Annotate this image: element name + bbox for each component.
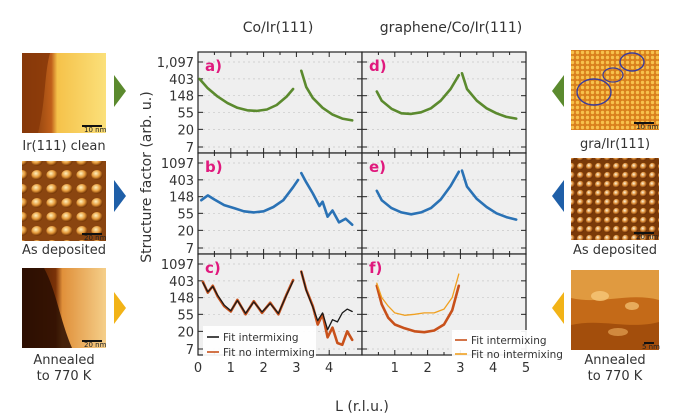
panel-label-f: f) (369, 259, 382, 277)
arrow-right-3 (552, 292, 564, 324)
arrow-left-2 (114, 180, 126, 212)
legend-c: Fit intermixing Fit no intermixing (203, 326, 316, 360)
panel-c-series-1 (202, 280, 294, 315)
panel-f-series-0 (375, 284, 461, 334)
arrow-right-2 (552, 180, 564, 212)
ytick-label-row2-1: 403 (169, 275, 194, 290)
xtick-label-right-4: 5 (522, 361, 530, 376)
ytick-label-row0-2: 148 (169, 90, 194, 105)
panel-label-d: d) (369, 57, 387, 75)
legend-f-fit-intermixing: Fit intermixing (471, 335, 547, 347)
arrow-right-1 (552, 75, 564, 107)
legend-f: Fit intermixing Fit no intermixing (452, 330, 565, 362)
ytick-label-row2-5: 7 (186, 343, 194, 358)
panel-e-series-1 (460, 169, 518, 221)
thumb-right-3-caption-line2: to 770 K (588, 369, 643, 384)
thumb-left-as-deposited: 20 nm (22, 161, 107, 242)
panel-label-b: b) (205, 158, 223, 176)
thumb-left-2-scale: 20 nm (84, 234, 107, 242)
thumb-right-2-caption: As deposited (573, 243, 657, 258)
xtick-label-left-1: 1 (227, 361, 235, 376)
ytick-label-row1-3: 55 (177, 207, 194, 222)
panels (197, 51, 527, 356)
thumb-left-3-scale: 20 nm (84, 341, 107, 349)
thumb-left-ir-clean: 10 nm (22, 53, 107, 134)
thumb-right-gra-ir: 10 nm (571, 50, 659, 131)
ytick-label-row0-4: 20 (177, 123, 194, 138)
xtick-label-left-0: 0 (194, 361, 202, 376)
thumb-right-2-scale: 20 nm (636, 233, 659, 241)
column-title-left: Co/Ir(111) (243, 20, 314, 36)
xtick-label-left-4: 4 (325, 361, 333, 376)
panel-f-series-1 (376, 273, 460, 316)
legend-c-fit-intermixing: Fit intermixing (223, 332, 299, 344)
ytick-label-row2-0: 1097 (161, 258, 194, 273)
ytick-label-row1-4: 20 (177, 224, 194, 239)
panel-d-series-0 (375, 73, 461, 116)
ytick-label-row2-4: 20 (177, 325, 194, 340)
panel-label-e: e) (369, 158, 386, 176)
ytick-label-row1-0: 1097 (161, 157, 194, 172)
ytick-label-row0-0: 1,097 (157, 56, 194, 71)
panel-b-series-1 (299, 171, 354, 226)
thumb-left-annealed: 20 nm (22, 268, 107, 349)
ytick-label-row1-5: 7 (186, 242, 194, 257)
ytick-label-row0-5: 7 (186, 141, 194, 156)
panel-a-series-0 (198, 77, 295, 113)
panel-d-series-1 (460, 72, 518, 120)
panel-e-series-0 (375, 170, 461, 216)
thumb-left-1-caption: Ir(111) clean (22, 139, 105, 154)
thumb-left-2-caption: As deposited (22, 243, 106, 258)
xtick-label-right-1: 2 (423, 361, 431, 376)
xtick-label-left-2: 2 (259, 361, 267, 376)
thumb-left-3-caption-line2: to 770 K (37, 369, 92, 384)
x-ticks: 0 1 2 3 4 1 2 3 4 5 (194, 361, 530, 376)
legend-c-fit-no-intermixing: Fit no intermixing (223, 347, 315, 359)
panel-c-series-3 (300, 270, 353, 331)
xtick-label-right-0: 1 (391, 361, 399, 376)
thumb-right-1-scale: 10 nm (636, 123, 659, 131)
thumb-left-3-caption-line1: Annealed (33, 353, 94, 368)
panel-d-frame (361, 51, 527, 154)
y-ticks: 1,09740314855207109740314855207109740314… (157, 56, 194, 358)
ytick-label-row1-2: 148 (169, 191, 194, 206)
panel-label-c: c) (205, 259, 221, 277)
xtick-label-left-3: 3 (292, 361, 300, 376)
panel-a-series-1 (299, 69, 354, 122)
arrow-left-1 (114, 75, 126, 107)
ytick-label-row2-3: 55 (177, 308, 194, 323)
thumb-left-1-scale: 10 nm (84, 126, 107, 134)
ytick-label-row0-3: 55 (177, 106, 194, 121)
xtick-label-right-3: 4 (489, 361, 497, 376)
panel-b-series-0 (200, 178, 300, 214)
panel-label-a: a) (205, 57, 222, 75)
legend-f-fit-no-intermixing: Fit no intermixing (471, 349, 563, 361)
column-title-right: graphene/Co/Ir(111) (380, 20, 522, 36)
ytick-label-row1-1: 403 (169, 174, 194, 189)
thumb-right-annealed: 5 nm (571, 270, 660, 351)
xtick-label-right-2: 3 (456, 361, 464, 376)
thumb-right-1-caption: gra/Ir(111) (580, 137, 650, 152)
y-axis-label: Structure factor (arb. u.) (139, 91, 155, 262)
ytick-label-row0-1: 403 (169, 73, 194, 88)
thumb-right-as-deposited: 20 nm (571, 158, 659, 241)
arrow-left-3 (114, 292, 126, 324)
thumb-right-3-scale: 5 nm (642, 343, 660, 351)
thumb-right-3-caption-line1: Annealed (584, 353, 645, 368)
x-axis-label: L (r.l.u.) (335, 399, 389, 415)
ytick-label-row2-2: 148 (169, 292, 194, 307)
